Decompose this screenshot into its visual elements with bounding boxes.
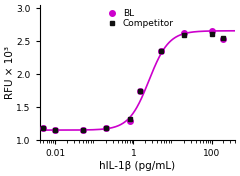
Competitor — [183, 34, 186, 36]
Legend: BL, Competitor: BL, Competitor — [103, 7, 175, 30]
Competitor — [210, 33, 213, 35]
BL — [128, 120, 131, 122]
BL — [183, 32, 186, 34]
X-axis label: hIL-1β (pg/mL): hIL-1β (pg/mL) — [99, 161, 175, 171]
Competitor — [105, 127, 108, 130]
Competitor — [159, 50, 162, 52]
BL — [54, 129, 57, 131]
Y-axis label: RFU × 10³: RFU × 10³ — [5, 46, 15, 99]
BL — [159, 50, 162, 52]
Line: Competitor: Competitor — [41, 32, 226, 133]
Competitor — [128, 118, 131, 120]
BL — [139, 90, 142, 92]
Competitor — [139, 90, 142, 92]
BL — [42, 127, 45, 130]
BL — [81, 129, 84, 131]
BL — [222, 38, 225, 40]
Line: BL: BL — [41, 29, 226, 133]
Competitor — [222, 37, 225, 39]
BL — [210, 30, 213, 33]
Competitor — [54, 129, 57, 131]
BL — [105, 127, 108, 130]
Competitor — [42, 127, 45, 130]
Competitor — [81, 129, 84, 131]
